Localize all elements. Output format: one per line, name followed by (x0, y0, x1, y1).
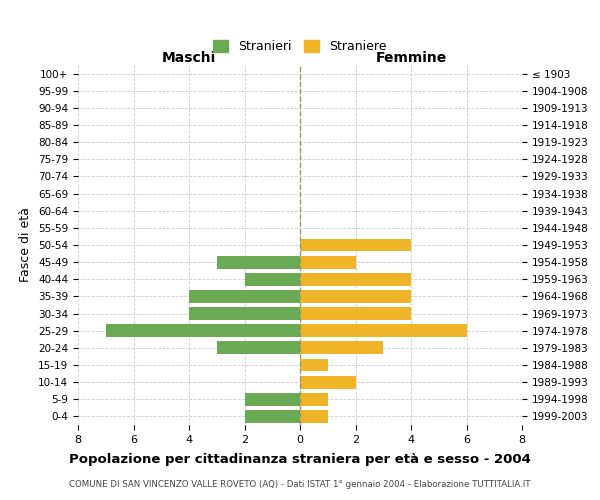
Bar (106, 324, 300, 337)
Bar (189, 307, 300, 320)
Bar (189, 290, 300, 303)
Bar (300, 290, 411, 303)
Bar (300, 393, 328, 406)
Bar (217, 256, 300, 268)
Bar (300, 256, 355, 268)
Bar (300, 307, 411, 320)
Bar (300, 376, 355, 388)
Y-axis label: Anni di nascita: Anni di nascita (597, 198, 600, 291)
Text: Maschi: Maschi (162, 51, 216, 65)
Bar (300, 410, 328, 423)
Y-axis label: Fasce di età: Fasce di età (19, 208, 32, 282)
Bar (300, 324, 467, 337)
Bar (300, 238, 411, 252)
Bar (245, 273, 300, 285)
Bar (300, 342, 383, 354)
Bar (300, 358, 328, 372)
Text: Popolazione per cittadinanza straniera per età e sesso - 2004: Popolazione per cittadinanza straniera p… (69, 452, 531, 466)
Bar (245, 393, 300, 406)
Legend: Stranieri, Straniere: Stranieri, Straniere (208, 35, 392, 58)
Bar (245, 410, 300, 423)
Bar (300, 273, 411, 285)
Text: Femmine: Femmine (376, 51, 446, 65)
Bar (217, 342, 300, 354)
Text: COMUNE DI SAN VINCENZO VALLE ROVETO (AQ) - Dati ISTAT 1° gennaio 2004 - Elaboraz: COMUNE DI SAN VINCENZO VALLE ROVETO (AQ)… (69, 480, 531, 489)
